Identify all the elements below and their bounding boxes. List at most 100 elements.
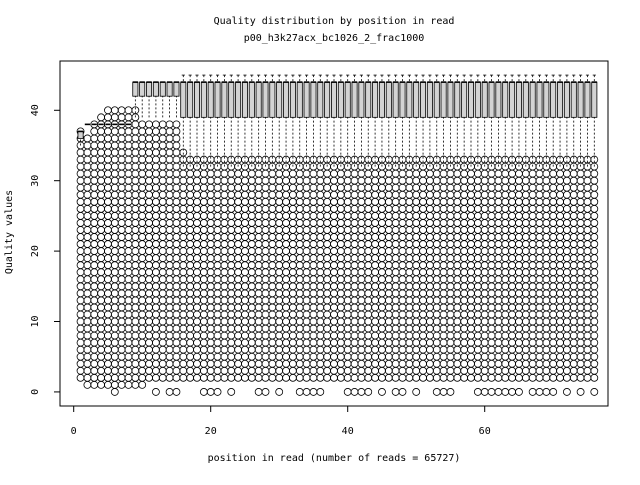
outlier-point [528, 197, 537, 206]
outlier-point [193, 211, 201, 220]
outlier-point [131, 211, 140, 220]
outlier-point [172, 141, 181, 150]
outlier-point [206, 352, 215, 361]
outlier-point [323, 282, 332, 291]
outlier-point [398, 359, 407, 368]
outlier-point [117, 148, 126, 157]
outlier-point [480, 190, 489, 199]
outlier-point [384, 197, 393, 206]
outlier-point [145, 155, 153, 164]
outlier-point [234, 219, 243, 227]
outlier-point [138, 211, 147, 220]
outlier-point [193, 317, 201, 326]
outlier-point [261, 296, 270, 305]
outlier-point [261, 204, 270, 213]
outlier-point [241, 317, 249, 326]
outlier-point [412, 338, 421, 347]
outlier-point [76, 324, 85, 333]
outlier-point [371, 345, 380, 354]
outlier-point [590, 247, 599, 256]
outlier-point [227, 176, 236, 185]
outlier-point [165, 190, 174, 199]
outlier-point [282, 190, 290, 199]
outlier-point [425, 190, 434, 199]
outlier-point [535, 240, 544, 248]
outlier-point [241, 197, 249, 206]
outlier-point [145, 190, 153, 199]
outlier-point [172, 240, 181, 248]
outlier-point [117, 324, 126, 333]
outlier-point [193, 169, 201, 178]
outlier-point [90, 247, 99, 256]
outlier-point [556, 176, 564, 185]
outlier-point [384, 373, 393, 382]
outlier-point [563, 190, 571, 199]
outlier-point [151, 303, 160, 312]
outlier-point [350, 345, 359, 354]
outlier-point [206, 275, 215, 284]
outlier-point [165, 359, 174, 368]
outlier-point [364, 219, 373, 227]
outlier-point [172, 366, 181, 375]
outlier-point [227, 183, 236, 192]
outlier-point [158, 120, 167, 129]
zero-outlier-point [165, 388, 174, 396]
outlier-point [110, 289, 119, 298]
outlier-point [343, 352, 352, 361]
outlier-point [563, 169, 571, 178]
outlier-point [590, 211, 599, 220]
outlier-point [590, 169, 599, 178]
outlier-point [288, 345, 297, 354]
outlier-point [515, 190, 523, 199]
outlier-point [254, 275, 263, 284]
outlier-point [268, 310, 277, 319]
outlier-point [261, 219, 270, 227]
outlier-point [323, 338, 332, 347]
outlier-point [302, 169, 311, 178]
outlier-point [158, 204, 167, 213]
outlier-point [131, 219, 140, 227]
outlier-point [268, 190, 277, 199]
outlier-point [501, 303, 510, 312]
outlier-point [138, 176, 147, 185]
outlier-point [316, 261, 325, 270]
outlier-point [186, 296, 195, 305]
outlier-point [398, 373, 407, 382]
outlier-point [453, 268, 462, 277]
outlier-point [515, 204, 523, 213]
outlier-point [528, 183, 537, 192]
outlier-point [419, 211, 427, 220]
outlier-point [330, 261, 338, 270]
outlier-point [213, 261, 222, 270]
outlier-point [412, 366, 421, 375]
outlier-point [494, 226, 503, 234]
outlier-point [343, 282, 352, 291]
outlier-point [138, 331, 147, 340]
outlier-point [460, 289, 469, 298]
outlier-point [302, 303, 311, 312]
outlier-point [172, 275, 181, 284]
outlier-point [412, 352, 421, 361]
outlier-point [384, 204, 393, 213]
outlier-point [432, 289, 441, 298]
box [454, 81, 461, 118]
outlier-point [535, 275, 544, 284]
outlier-point [110, 359, 119, 368]
outlier-point [501, 247, 510, 256]
outlier-point [425, 373, 434, 382]
x-tick-label: 20 [205, 426, 217, 437]
outlier-point [378, 317, 386, 326]
outlier-point [268, 261, 277, 270]
outlier-point [227, 190, 236, 199]
outlier-point [288, 219, 297, 227]
box [330, 81, 338, 118]
outlier-point [90, 310, 99, 319]
outlier-point [206, 247, 215, 256]
outlier-point [83, 162, 92, 171]
outlier-point [316, 268, 325, 277]
outlier-point [316, 324, 325, 333]
outlier-point [364, 169, 373, 178]
outlier-point [275, 197, 284, 206]
outlier-point [528, 169, 537, 178]
outlier-point [193, 176, 201, 185]
